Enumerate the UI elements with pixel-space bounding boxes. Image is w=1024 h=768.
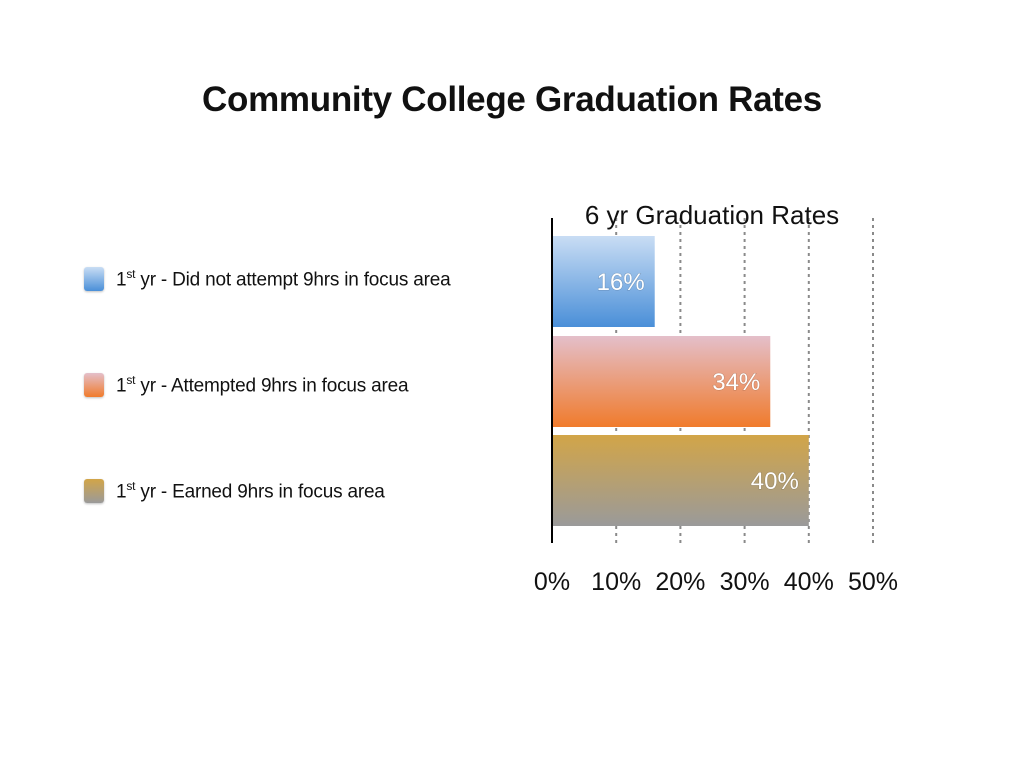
- bar: [552, 236, 655, 327]
- legend-swatch-gold: [84, 479, 104, 503]
- bar: [552, 435, 809, 526]
- legend-item-earned: 1st yr - Earned 9hrs in focus area: [84, 476, 385, 506]
- x-tick-label: 20%: [655, 568, 705, 596]
- legend-item-attempted: 1st yr - Attempted 9hrs in focus area: [84, 370, 409, 400]
- legend-label: 1st yr - Earned 9hrs in focus area: [116, 478, 385, 503]
- x-tick-label: 10%: [591, 568, 641, 596]
- bar-data-label: 40%: [751, 468, 799, 495]
- legend-label: 1st yr - Did not attempt 9hrs in focus a…: [116, 266, 451, 291]
- legend-label: 1st yr - Attempted 9hrs in focus area: [116, 372, 409, 397]
- legend-swatch-orange: [84, 373, 104, 397]
- x-tick-label: 30%: [720, 568, 770, 596]
- x-tick-label: 40%: [784, 568, 834, 596]
- x-tick-label: 50%: [848, 568, 898, 596]
- legend-item-did-not-attempt: 1st yr - Did not attempt 9hrs in focus a…: [84, 264, 451, 294]
- chart-title: 6 yr Graduation Rates: [585, 200, 839, 230]
- x-tick-label: 0%: [534, 568, 570, 596]
- page-title: Community College Graduation Rates: [202, 80, 822, 119]
- bar: [552, 336, 771, 427]
- legend-swatch-blue: [84, 267, 104, 291]
- bar-data-label: 16%: [597, 269, 645, 296]
- bar-data-label: 34%: [712, 369, 760, 396]
